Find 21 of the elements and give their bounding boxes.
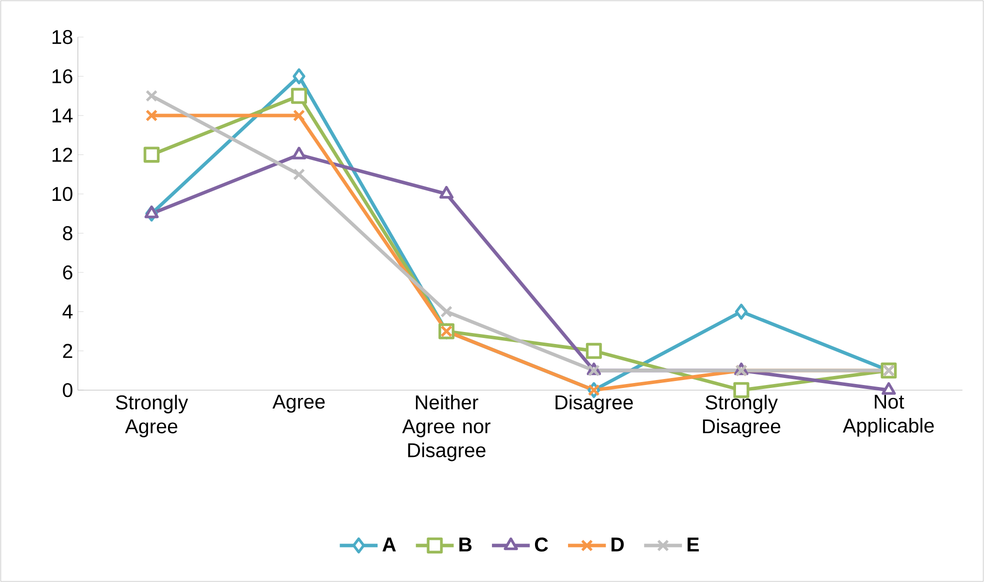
x-tick-label: Strongly Agree <box>116 394 188 438</box>
legend-label: A <box>382 538 396 552</box>
legend-label: C <box>534 537 548 552</box>
x-tick-label: Disagree <box>556 394 633 414</box>
y-tick-label: 10 <box>52 186 72 201</box>
x-tick-label: Neither Agree nor Disagree <box>402 394 490 462</box>
x-tick-label: Not Applicable <box>842 394 934 436</box>
y-tick-label: 8 <box>62 226 72 240</box>
legend-label: B <box>459 538 472 552</box>
y-tick-label: 4 <box>62 304 73 318</box>
y-tick-label: 16 <box>52 69 72 84</box>
y-tick-label: 18 <box>52 30 72 44</box>
legend-label: D <box>612 538 624 552</box>
y-tick-label: 6 <box>63 265 72 280</box>
y-tick-label: 12 <box>52 148 72 162</box>
x-tick-label: Strongly Disagree <box>703 394 780 438</box>
y-tick-label: 0 <box>62 382 72 398</box>
legend-label: E <box>688 538 699 552</box>
x-tick-label: Agree <box>272 394 325 413</box>
y-tick-label: 14 <box>52 108 73 122</box>
y-tick-label: 2 <box>63 344 72 358</box>
